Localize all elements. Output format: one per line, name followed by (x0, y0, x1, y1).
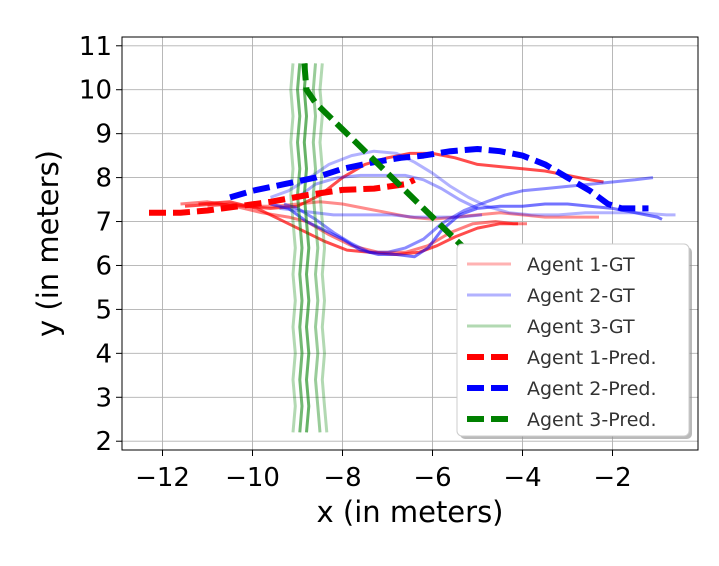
agent3-pred-line (301, 63, 464, 248)
legend-label: Agent 1-GT (527, 254, 635, 276)
legend-label: Agent 2-Pred. (527, 378, 657, 400)
y-tick-label: 10 (79, 76, 112, 106)
x-tick-label: −8 (323, 463, 361, 493)
y-tick-label: 3 (95, 383, 112, 413)
agent1-gt-line (180, 200, 527, 254)
agent3-gt-line (318, 63, 329, 433)
legend: Agent 1-GT Agent 2-GT Agent 3-GT Agent 1-Pr… (456, 243, 692, 439)
agent3-gt-line (296, 63, 304, 433)
y-axis-label: y (in meters) (31, 150, 65, 337)
x-tick-label: −2 (593, 463, 631, 493)
x-tick-label: −10 (225, 463, 280, 493)
agent2-gt-line (279, 206, 483, 219)
agent1-gt-line (184, 151, 604, 210)
x-tick-label: −4 (503, 463, 541, 493)
y-tick-label: 9 (95, 120, 112, 150)
y-tick-label: 5 (95, 295, 112, 325)
legend-label: Agent 1-Pred. (527, 347, 657, 369)
x-tick-label: −12 (135, 463, 190, 493)
x-axis-ticks: −12 −10 −8 −6 −4 −2 (135, 450, 632, 493)
y-tick-label: 6 (95, 251, 112, 281)
y-axis-ticks: 2 3 4 5 6 7 8 9 10 11 (79, 32, 122, 457)
y-tick-label: 11 (79, 32, 112, 62)
y-tick-label: 8 (95, 164, 112, 194)
agent1-pred-line (149, 177, 416, 216)
legend-label: Agent 3-GT (527, 316, 635, 338)
agent3-gt-line (311, 63, 322, 433)
trajectory-series (149, 63, 676, 433)
agent2-pred-line (229, 146, 649, 212)
agent3-gt-line (302, 63, 311, 433)
x-tick-label: −6 (413, 463, 451, 493)
y-tick-label: 4 (95, 339, 112, 369)
legend-box (456, 243, 690, 437)
legend-label: Agent 2-GT (527, 285, 635, 307)
agent2-gt-line (269, 149, 676, 217)
agent2-gt-line (270, 202, 663, 259)
y-tick-label: 7 (95, 208, 112, 238)
agent2-gt-line (283, 176, 654, 254)
agent3-gt-line (289, 63, 297, 433)
y-tick-label: 2 (95, 427, 112, 457)
legend-label: Agent 3-Pred. (527, 409, 657, 431)
x-axis-label: x (in meters) (317, 495, 504, 529)
agent2-gt-line (296, 173, 479, 210)
plot-frame (121, 36, 699, 451)
